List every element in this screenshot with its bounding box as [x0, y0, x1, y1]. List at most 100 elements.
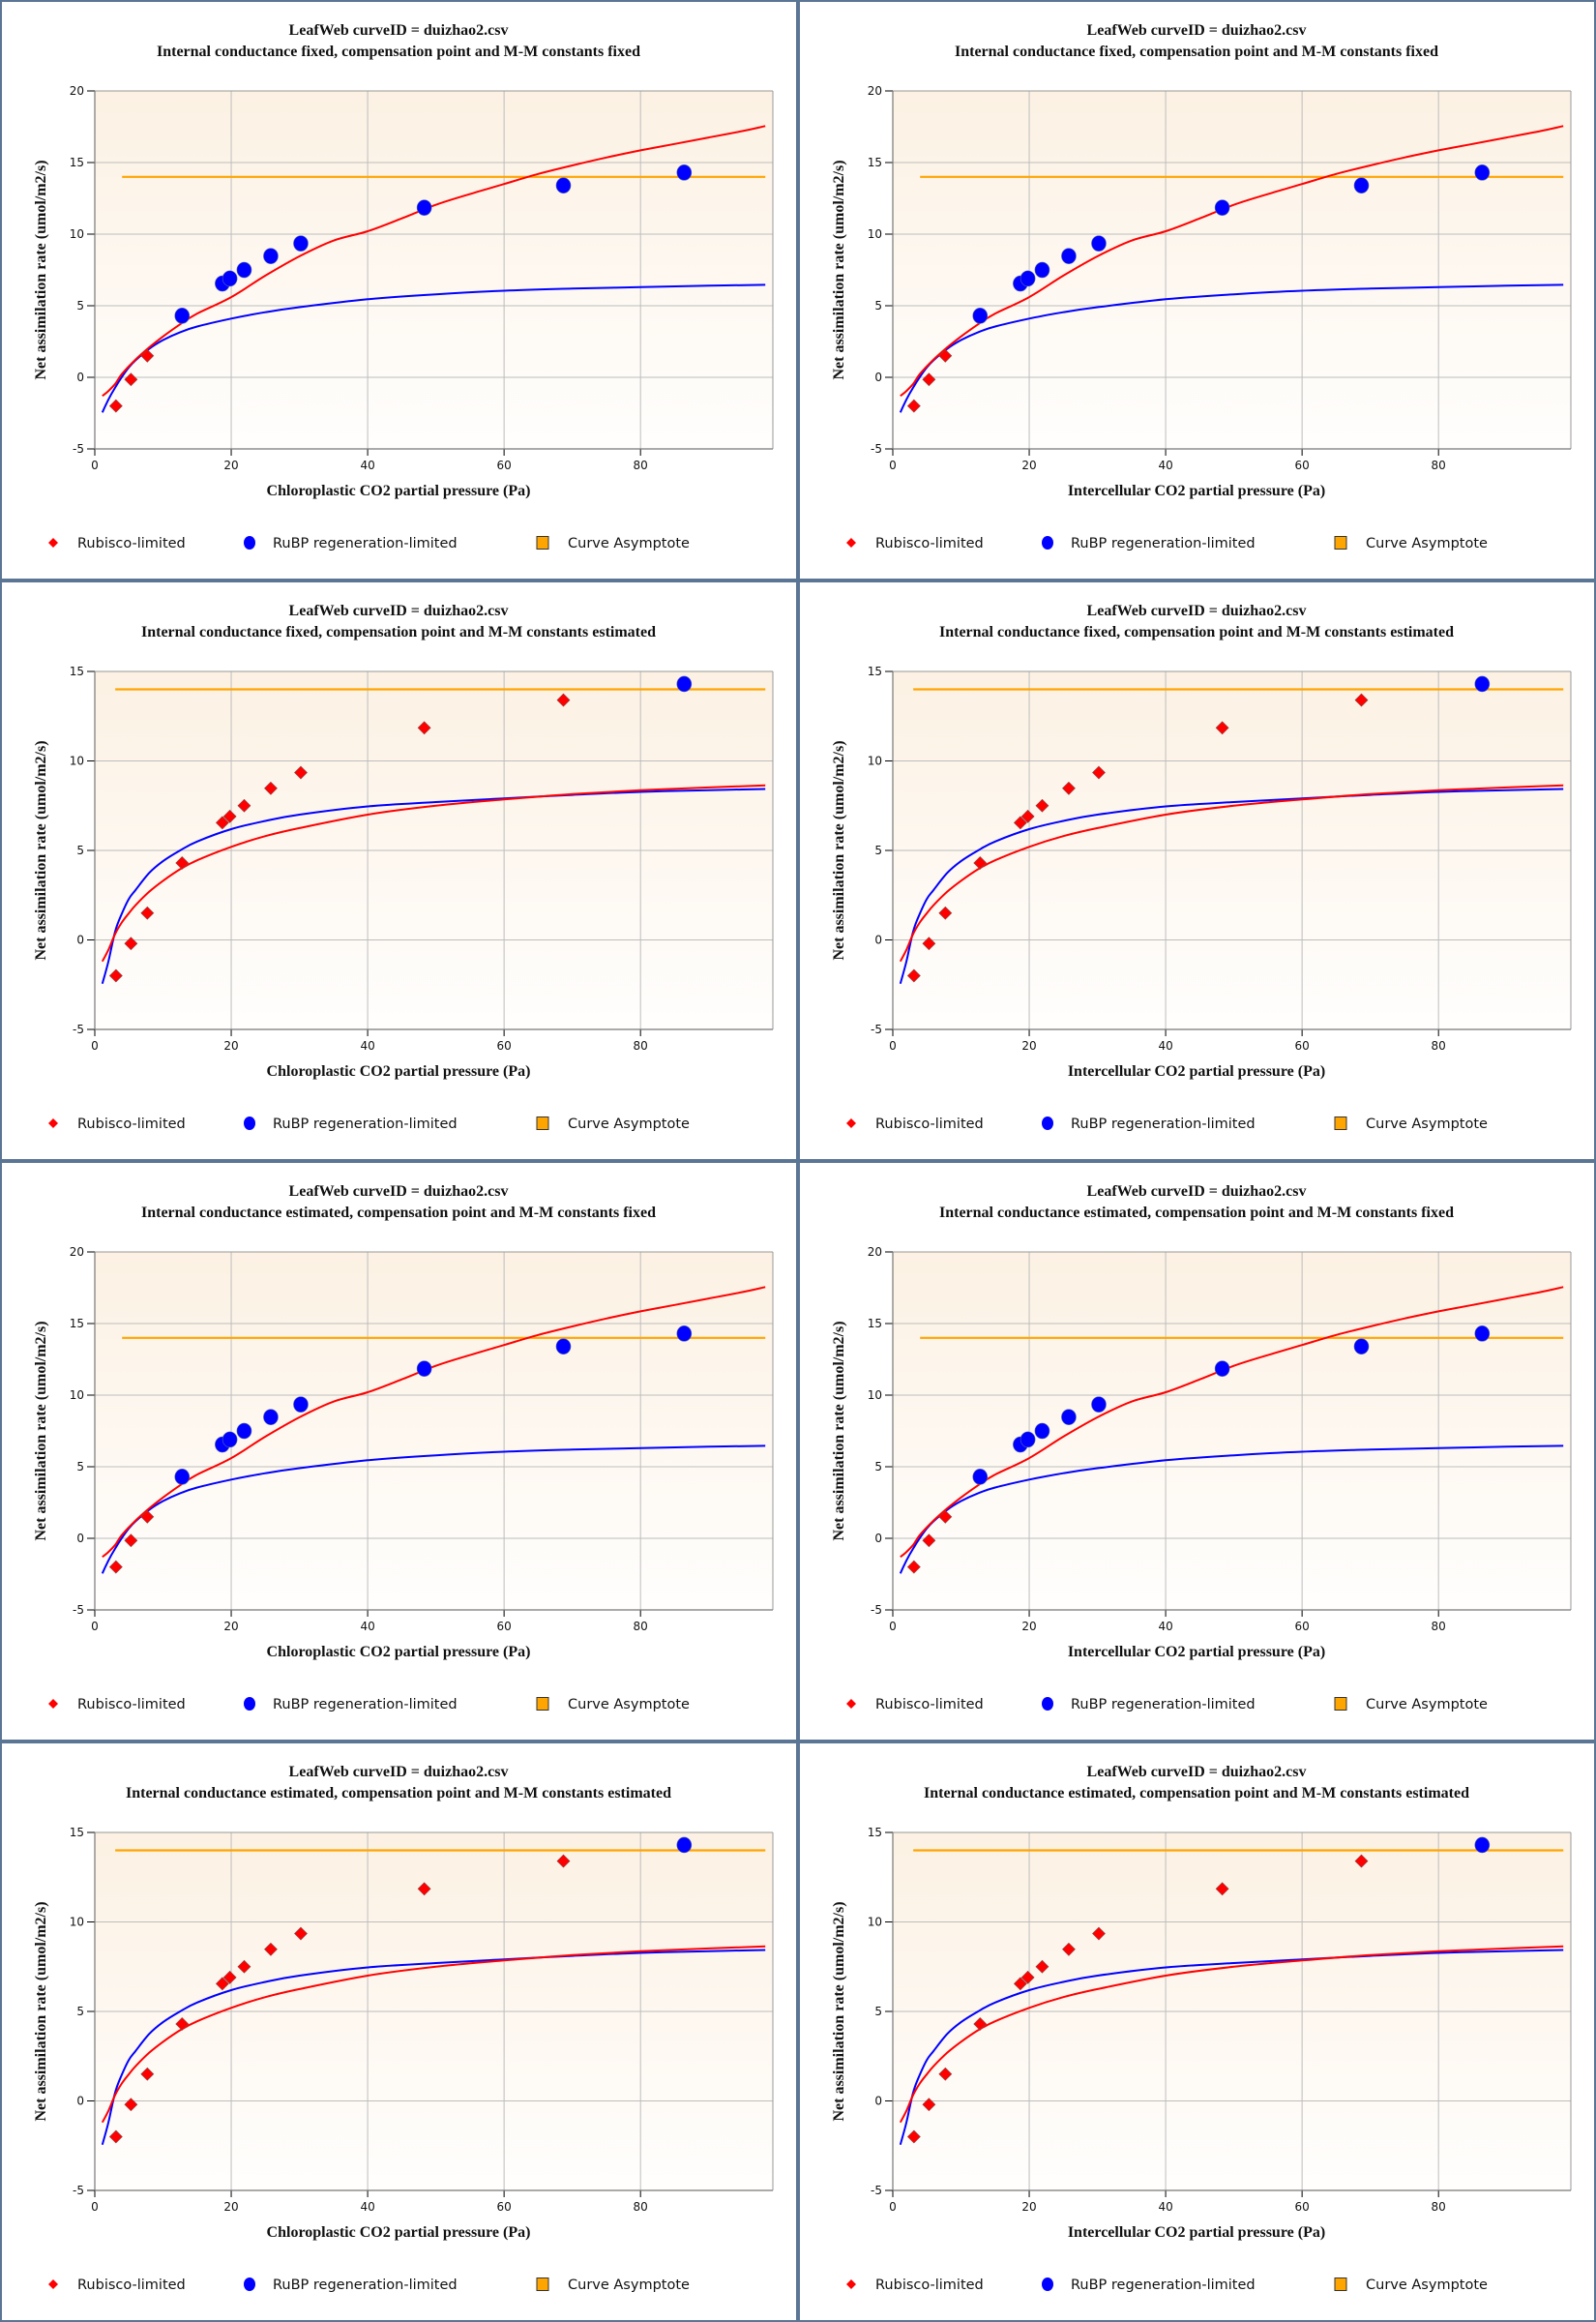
rubp-point: [676, 1836, 693, 1854]
y-axis-title: Net assimilation rate (umol/m2/s): [33, 160, 49, 379]
x-tick-label: 80: [1432, 1620, 1446, 1633]
rubisco-point: [108, 399, 123, 413]
y-tick-label: -5: [73, 1023, 84, 1036]
x-tick-label: 60: [496, 2200, 511, 2214]
x-tick-label: 0: [889, 1039, 897, 1053]
chart-panel-2: LeafWeb curveID = duizhao2.csv Internal …: [798, 0, 1596, 580]
rubisco-point: [222, 809, 237, 823]
rubisco-point: [222, 1970, 237, 1984]
chart-subtitle: Internal conductance estimated, compensa…: [924, 1785, 1469, 1801]
rubp-point: [1214, 1360, 1230, 1377]
chart-panel-5: LeafWeb curveID = duizhao2.csv Internal …: [0, 1161, 798, 1742]
rubisco-point: [215, 816, 229, 830]
rubisco-point: [1092, 765, 1106, 780]
x-tick-label: 40: [360, 2200, 374, 2214]
rubp-point: [1020, 270, 1036, 287]
x-tick-label: 0: [91, 459, 99, 472]
plot-area: [893, 1252, 1571, 1610]
rubp-point: [676, 164, 693, 181]
rubisco-point: [417, 1882, 431, 1896]
rubp-point: [676, 1325, 693, 1342]
legend-diamond-icon: [846, 1699, 856, 1709]
x-tick-label: 20: [223, 459, 238, 472]
x-tick-label: 60: [496, 1039, 511, 1053]
y-tick-label: 15: [70, 1317, 84, 1330]
x-tick-label: 40: [1158, 459, 1172, 472]
rubp-point: [236, 1422, 252, 1440]
gridlines: [893, 91, 1571, 449]
legend-square-icon: [536, 1697, 549, 1711]
legend-label: Rubisco-limited: [77, 1697, 186, 1712]
y-tick-label: 0: [874, 2095, 882, 2108]
y-tick-label: 20: [70, 84, 84, 98]
rubp-point: [1474, 164, 1491, 181]
y-tick-label: 10: [868, 1388, 882, 1402]
chart-svg: LeafWeb curveID = duizhao2.csv Internal …: [831, 1183, 1572, 1712]
rubisco-point: [294, 765, 308, 780]
curves: [101, 688, 766, 985]
rubp-point: [972, 308, 989, 324]
rubisco-point: [140, 2067, 155, 2081]
legend-label: Curve Asymptote: [1366, 536, 1488, 551]
chart-svg: LeafWeb curveID = duizhao2.csv Internal …: [33, 1764, 774, 2293]
x-tick-label: 40: [1158, 2200, 1172, 2214]
y-tick-label: -5: [871, 1603, 882, 1617]
rubisco-point: [973, 2017, 988, 2031]
rubp-point: [1091, 235, 1107, 252]
x-tick-label: 40: [1158, 1620, 1172, 1633]
y-tick-label: 5: [76, 299, 84, 313]
legend-label: RuBP regeneration-limited: [1071, 1697, 1256, 1712]
chart-title: LeafWeb curveID = duizhao2.csv: [1087, 1764, 1307, 1780]
legend-diamond-icon: [48, 2279, 58, 2289]
rubisco-point: [938, 348, 953, 363]
rubisco-point: [906, 2129, 921, 2144]
data-points: [906, 675, 1491, 983]
y-axis-title: Net assimilation rate (umol/m2/s): [831, 740, 847, 960]
y-tick-label: 5: [874, 2005, 882, 2018]
y-axis-title: Net assimilation rate (umol/m2/s): [831, 1901, 847, 2121]
legend: Rubisco-limited RuBP regeneration-limited…: [48, 1116, 690, 1132]
legend-label: Curve Asymptote: [568, 1116, 690, 1132]
x-axis-title: Intercellular CO2 partial pressure (Pa): [1068, 2224, 1325, 2241]
curves: [899, 1849, 1564, 2146]
x-tick-label: 40: [1158, 1039, 1172, 1053]
rubp-point: [1061, 248, 1077, 264]
legend-diamond-icon: [48, 1699, 58, 1709]
rubisco-point: [124, 1533, 138, 1548]
x-tick-label: 20: [1021, 1620, 1036, 1633]
rubisco-point: [140, 906, 155, 920]
axes: 0 20 40 60 80 -5 0 5 10 15: [70, 665, 774, 1053]
legend-label: Rubisco-limited: [875, 536, 984, 551]
rubisco-curve: [900, 1286, 1564, 1558]
rubisco-point: [1020, 1970, 1035, 1984]
x-tick-label: 60: [496, 459, 511, 472]
y-tick-label: 15: [868, 665, 882, 678]
x-tick-label: 80: [1432, 2200, 1446, 2214]
rubisco-point: [1092, 1926, 1106, 1941]
y-tick-label: 20: [70, 1245, 84, 1259]
x-tick-label: 0: [889, 459, 897, 472]
rubp-point: [1034, 261, 1050, 279]
chart-title: LeafWeb curveID = duizhao2.csv: [1087, 22, 1307, 39]
rubp-point: [555, 1338, 572, 1354]
rubp-point: [236, 261, 252, 279]
rubisco-point: [108, 968, 123, 983]
rubp-point: [1353, 1338, 1370, 1354]
y-tick-label: 15: [70, 156, 84, 169]
rubp-point: [555, 177, 572, 194]
chart-title: LeafWeb curveID = duizhao2.csv: [289, 603, 509, 619]
y-tick-label: 10: [70, 755, 84, 768]
legend-square-icon: [1334, 1697, 1347, 1711]
data-points: [108, 1325, 693, 1574]
rubisco-point: [922, 1533, 936, 1548]
x-axis-title: Chloroplastic CO2 partial pressure (Pa): [267, 1644, 531, 1660]
gridlines: [95, 1252, 773, 1610]
legend-label: RuBP regeneration-limited: [273, 1116, 458, 1132]
rubisco-curve: [900, 125, 1564, 397]
chart-svg: LeafWeb curveID = duizhao2.csv Internal …: [831, 603, 1572, 1132]
chart-svg: LeafWeb curveID = duizhao2.csv Internal …: [33, 1183, 774, 1712]
x-tick-label: 40: [360, 1039, 374, 1053]
legend-label: Rubisco-limited: [77, 536, 186, 551]
rubisco-curve: [102, 1286, 766, 1558]
x-tick-label: 80: [1432, 1039, 1446, 1053]
